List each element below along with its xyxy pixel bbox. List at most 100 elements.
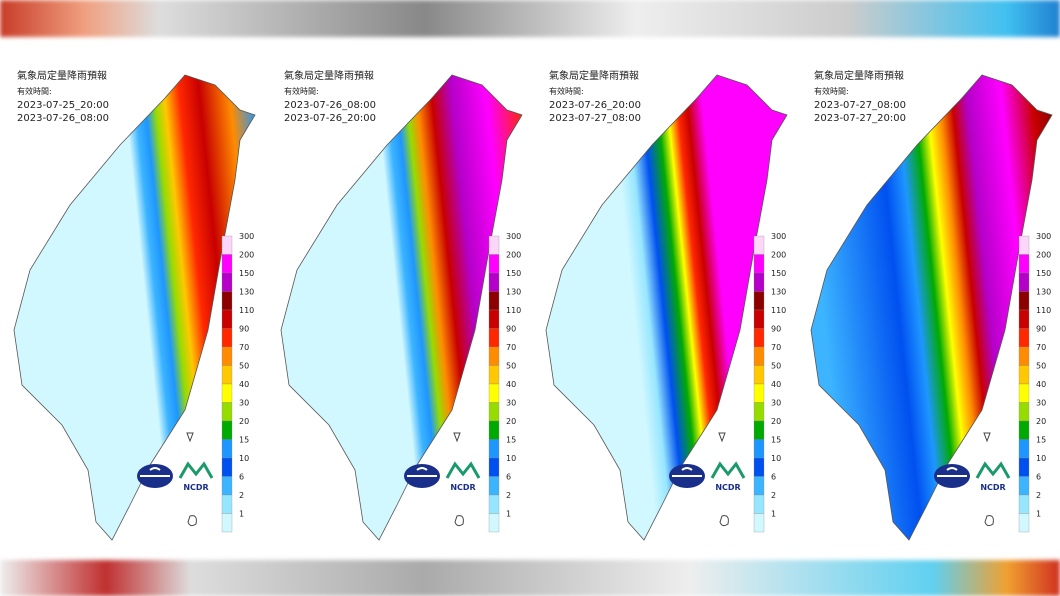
colorbar-label: 1 xyxy=(771,510,776,519)
colorbar-cell xyxy=(1018,439,1030,459)
colorbar-cell xyxy=(753,346,765,366)
title: 氣象局定量降雨預報 xyxy=(549,69,639,82)
colorbar-cell xyxy=(488,457,500,477)
colorbar-label: 10 xyxy=(771,454,781,463)
colorbar-label: 10 xyxy=(1036,454,1046,463)
colorbar-label: 110 xyxy=(506,306,521,315)
colorbar-label: 30 xyxy=(239,399,249,408)
colorbar-cell xyxy=(221,476,233,496)
valid-label: 有效時間: xyxy=(17,86,52,96)
colorbar-label: 40 xyxy=(506,380,516,389)
colorbar-label: 50 xyxy=(1036,362,1046,371)
colorbar-label: 50 xyxy=(239,362,249,371)
colorbar-label: 300 xyxy=(506,232,521,241)
colorbar-label: 1 xyxy=(1036,510,1041,519)
colorbar-cell xyxy=(488,439,500,459)
colorbar-label: 200 xyxy=(506,251,521,260)
start-time: 2023-07-25_20:00 xyxy=(17,100,109,111)
colorbar-label: 20 xyxy=(771,417,781,426)
colorbar-cell xyxy=(1018,476,1030,496)
colorbar-cell xyxy=(221,272,233,292)
start-time: 2023-07-26_08:00 xyxy=(284,100,376,111)
colorbar-label: 300 xyxy=(1036,232,1051,241)
colorbar-label: 300 xyxy=(239,232,254,241)
colorbar-cell xyxy=(753,328,765,348)
colorbar-label: 15 xyxy=(506,436,516,445)
islet xyxy=(186,432,194,443)
colorbar-cell xyxy=(1018,420,1030,440)
colorbar-label: 15 xyxy=(771,436,781,445)
island xyxy=(810,74,1053,541)
start-time: 2023-07-27_08:00 xyxy=(814,100,906,111)
islet xyxy=(984,515,994,527)
end-time: 2023-07-26_08:00 xyxy=(17,113,109,124)
colorbar-cell xyxy=(488,402,500,422)
islet xyxy=(719,515,729,527)
colorbar-cell xyxy=(1018,494,1030,514)
island xyxy=(545,74,788,541)
island xyxy=(280,74,523,541)
colorbar-label: 30 xyxy=(506,399,516,408)
logo-cwb-mark xyxy=(672,467,702,477)
end-time: 2023-07-27_20:00 xyxy=(814,113,906,124)
colorbar-label: 40 xyxy=(239,380,249,389)
colorbar-cell xyxy=(221,328,233,348)
colorbar-label: 90 xyxy=(506,325,516,334)
colorbar-label: 150 xyxy=(239,269,254,278)
colorbar-label: 70 xyxy=(1036,343,1046,352)
colorbar-label: 20 xyxy=(239,417,249,426)
colorbar-label: 70 xyxy=(506,343,516,352)
colorbar-cell xyxy=(1018,383,1030,403)
colorbar-cell xyxy=(221,254,233,274)
bottom-band xyxy=(0,560,1060,596)
valid-label: 有效時間: xyxy=(284,86,319,96)
colorbar-cell xyxy=(753,476,765,496)
colorbar-cell xyxy=(221,346,233,366)
colorbar-cell xyxy=(488,494,500,514)
logo-cwb-mark xyxy=(937,467,967,477)
colorbar-cell xyxy=(1018,254,1030,274)
colorbar-cell xyxy=(221,439,233,459)
islet xyxy=(718,432,726,443)
colorbar-cell xyxy=(753,513,765,533)
colorbar-label: 15 xyxy=(239,436,249,445)
colorbar-label: 2 xyxy=(239,491,244,500)
colorbar-cell xyxy=(1018,328,1030,348)
colorbar-label: 150 xyxy=(771,269,786,278)
end-time: 2023-07-27_08:00 xyxy=(549,113,641,124)
colorbar-label: 90 xyxy=(239,325,249,334)
colorbar-cell xyxy=(488,383,500,403)
colorbar-cell xyxy=(753,439,765,459)
start-time: 2023-07-26_20:00 xyxy=(549,100,641,111)
colorbar-label: 2 xyxy=(771,491,776,500)
logo-ncdr-mark xyxy=(975,461,1011,479)
colorbar-cell xyxy=(221,420,233,440)
colorbar-cell xyxy=(753,309,765,329)
colorbar-cell xyxy=(753,254,765,274)
colorbar-label: 130 xyxy=(771,288,786,297)
logo-ncdr: NCDR xyxy=(183,483,208,492)
islet xyxy=(453,432,461,443)
colorbar-cell xyxy=(488,513,500,533)
valid-label: 有效時間: xyxy=(814,86,849,96)
colorbar-cell xyxy=(221,402,233,422)
colorbar-cell xyxy=(1018,272,1030,292)
colorbar-label: 200 xyxy=(239,251,254,260)
logo-ncdr: NCDR xyxy=(980,483,1005,492)
colorbar-label: 1 xyxy=(506,510,511,519)
title: 氣象局定量降雨預報 xyxy=(284,69,374,82)
colorbar-cell xyxy=(488,346,500,366)
colorbar-cell xyxy=(753,420,765,440)
logo-ncdr-mark xyxy=(445,461,481,479)
colorbar-cell xyxy=(753,291,765,311)
colorbar-label: 200 xyxy=(771,251,786,260)
colorbar-cell xyxy=(488,328,500,348)
colorbar-label: 6 xyxy=(506,473,511,482)
colorbar-label: 40 xyxy=(1036,380,1046,389)
colorbar-label: 150 xyxy=(1036,269,1051,278)
colorbar-cell xyxy=(488,309,500,329)
title: 氣象局定量降雨預報 xyxy=(814,69,904,82)
